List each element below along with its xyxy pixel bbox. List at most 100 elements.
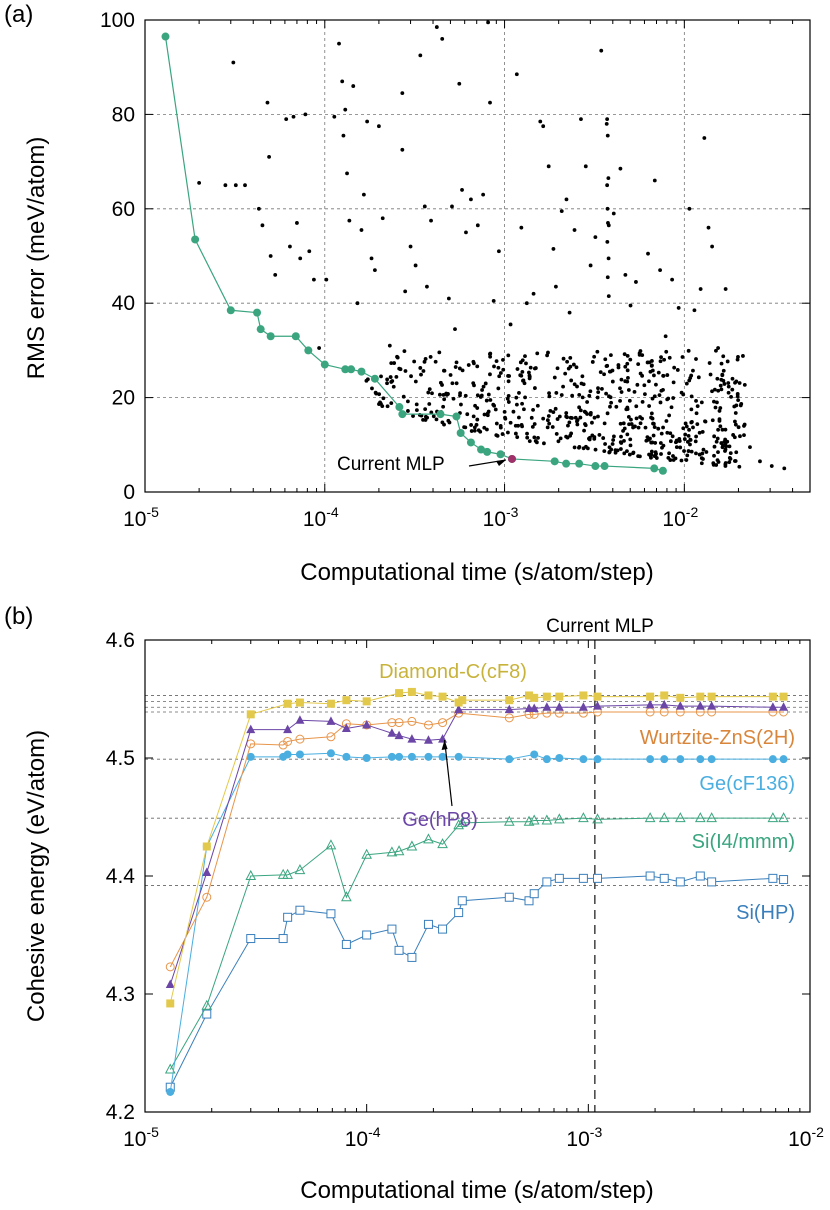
panel-b-series-labels: Diamond-C(cF8) Wurtzite-ZnS(2H) Ge(hP8) Ge(… bbox=[379, 661, 795, 924]
candidate-point bbox=[649, 415, 653, 420]
marker-open-square bbox=[438, 924, 448, 934]
candidate-point bbox=[676, 306, 681, 310]
candidate-point bbox=[419, 372, 423, 377]
candidate-point bbox=[652, 425, 657, 430]
candidate-point bbox=[712, 387, 717, 392]
candidate-point bbox=[687, 427, 691, 432]
pareto-point bbox=[658, 466, 667, 475]
marker-open-triangle bbox=[503, 815, 515, 826]
candidate-point bbox=[689, 407, 694, 412]
candidate-point bbox=[451, 396, 456, 401]
candidate-point bbox=[524, 361, 528, 366]
candidate-point bbox=[658, 400, 663, 405]
candidate-point bbox=[494, 359, 499, 364]
candidate-point bbox=[535, 403, 540, 408]
candidate-point bbox=[604, 121, 609, 126]
candidate-point bbox=[488, 372, 492, 377]
panel-a-y-tick-label: 0 bbox=[123, 481, 135, 504]
candidate-point bbox=[273, 272, 278, 277]
marker-square bbox=[779, 692, 788, 701]
panel-b-gehp8-arrow bbox=[441, 739, 453, 807]
panel-a-x-axis-title: Computational time (s/atom/step) bbox=[300, 559, 653, 586]
candidate-point bbox=[700, 430, 705, 434]
candidate-point bbox=[710, 418, 715, 423]
candidate-point bbox=[726, 381, 731, 385]
pareto-point bbox=[591, 462, 600, 471]
candidate-point bbox=[718, 383, 723, 388]
candidate-point bbox=[625, 361, 630, 366]
candidate-point bbox=[532, 422, 537, 426]
candidate-point bbox=[592, 436, 597, 441]
candidate-point bbox=[670, 434, 675, 439]
candidate-point bbox=[607, 394, 611, 399]
marker-circle bbox=[362, 754, 371, 762]
marker-triangle bbox=[326, 716, 336, 725]
candidate-point bbox=[596, 390, 601, 395]
candidate-point bbox=[627, 452, 632, 457]
candidate-point bbox=[496, 386, 501, 391]
candidate-point bbox=[691, 425, 695, 430]
candidate-point bbox=[552, 375, 557, 380]
marker-square bbox=[660, 691, 669, 700]
candidate-point bbox=[627, 398, 632, 403]
marker-triangle bbox=[504, 704, 514, 714]
candidate-point bbox=[634, 280, 638, 284]
marker-triangle bbox=[394, 730, 404, 740]
candidate-point bbox=[496, 249, 501, 254]
pareto-point bbox=[341, 365, 350, 374]
candidate-point bbox=[638, 454, 642, 459]
candidate-point bbox=[197, 180, 202, 185]
candidate-point bbox=[442, 368, 446, 373]
candidate-point bbox=[593, 447, 598, 452]
marker-open-square bbox=[326, 909, 336, 919]
candidate-point bbox=[423, 357, 428, 361]
marker-circle bbox=[505, 755, 514, 764]
candidate-point bbox=[720, 427, 725, 432]
candidate-point bbox=[688, 442, 692, 447]
candidate-point bbox=[726, 384, 731, 389]
candidate-point bbox=[527, 376, 532, 381]
candidate-point bbox=[243, 183, 247, 188]
candidate-point bbox=[728, 451, 733, 455]
panel-b-y-tick-label: 4.2 bbox=[106, 1101, 135, 1124]
candidate-point bbox=[733, 380, 737, 385]
candidate-point bbox=[719, 361, 724, 366]
candidate-point bbox=[361, 192, 366, 197]
pareto-line bbox=[164, 36, 664, 472]
marker-open-circle bbox=[295, 734, 305, 744]
candidate-point bbox=[559, 393, 564, 397]
candidate-point bbox=[601, 436, 606, 440]
candidate-point bbox=[623, 364, 628, 369]
marker-triangle bbox=[554, 702, 564, 711]
candidate-point bbox=[514, 395, 519, 400]
pareto-point bbox=[496, 450, 505, 459]
candidate-point bbox=[565, 359, 569, 364]
candidate-point bbox=[748, 445, 752, 450]
candidate-point bbox=[671, 380, 676, 385]
candidate-point bbox=[723, 461, 728, 465]
candidate-point bbox=[365, 377, 370, 382]
candidate-point bbox=[602, 421, 607, 426]
pareto-point bbox=[466, 438, 475, 447]
candidate-point bbox=[626, 375, 630, 380]
candidate-point bbox=[650, 440, 655, 445]
candidate-point bbox=[658, 441, 663, 445]
candidate-point bbox=[535, 351, 540, 356]
candidate-point bbox=[669, 405, 674, 410]
candidate-point bbox=[704, 450, 709, 454]
candidate-point bbox=[482, 425, 487, 430]
candidate-point bbox=[448, 373, 453, 377]
candidate-point bbox=[606, 294, 611, 299]
candidate-point bbox=[559, 209, 564, 214]
candidate-point bbox=[268, 254, 273, 258]
marker-open-square bbox=[659, 873, 669, 883]
candidate-point bbox=[625, 379, 630, 384]
marker-open-triangle bbox=[164, 1063, 176, 1074]
candidate-point bbox=[551, 247, 556, 251]
candidate-point bbox=[596, 386, 600, 391]
candidate-point bbox=[554, 391, 559, 395]
candidate-point bbox=[577, 392, 582, 397]
candidate-point bbox=[618, 421, 623, 426]
candidate-point bbox=[488, 398, 493, 402]
candidate-point bbox=[536, 435, 540, 440]
